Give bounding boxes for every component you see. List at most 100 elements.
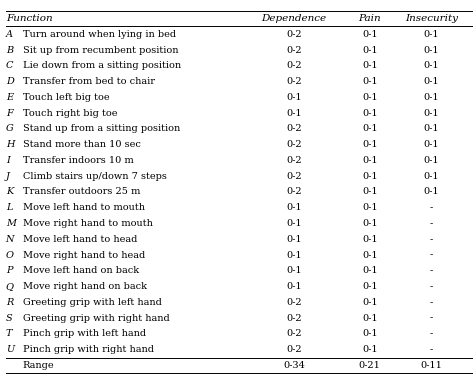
Text: 0-1: 0-1	[424, 188, 439, 196]
Text: D: D	[6, 77, 14, 86]
Text: U: U	[6, 345, 14, 354]
Text: 0-1: 0-1	[424, 124, 439, 133]
Text: O: O	[6, 251, 14, 260]
Text: 0-2: 0-2	[286, 313, 301, 323]
Text: 0-1: 0-1	[362, 266, 377, 275]
Text: -: -	[430, 219, 433, 228]
Text: Move right hand to head: Move right hand to head	[23, 251, 145, 260]
Text: Pain: Pain	[358, 14, 381, 23]
Text: 0-1: 0-1	[424, 172, 439, 181]
Text: Pinch grip with right hand: Pinch grip with right hand	[23, 345, 154, 354]
Text: 0-1: 0-1	[286, 282, 301, 291]
Text: Move left hand on back: Move left hand on back	[23, 266, 139, 275]
Text: 0-1: 0-1	[286, 266, 301, 275]
Text: 0-34: 0-34	[283, 361, 305, 370]
Text: Stand more than 10 sec: Stand more than 10 sec	[23, 140, 141, 149]
Text: Pinch grip with left hand: Pinch grip with left hand	[23, 329, 146, 338]
Text: 0-1: 0-1	[362, 282, 377, 291]
Text: Dependence: Dependence	[261, 14, 327, 23]
Text: H: H	[6, 140, 14, 149]
Text: B: B	[6, 45, 13, 55]
Text: T: T	[6, 329, 12, 338]
Text: 0-21: 0-21	[359, 361, 381, 370]
Text: G: G	[6, 124, 13, 133]
Text: 0-2: 0-2	[286, 45, 301, 55]
Text: 0-1: 0-1	[362, 30, 377, 39]
Text: Transfer indoors 10 m: Transfer indoors 10 m	[23, 156, 134, 165]
Text: 0-1: 0-1	[362, 140, 377, 149]
Text: 0-1: 0-1	[362, 109, 377, 117]
Text: N: N	[6, 235, 14, 244]
Text: 0-1: 0-1	[362, 313, 377, 323]
Text: -: -	[430, 235, 433, 244]
Text: 0-1: 0-1	[286, 109, 301, 117]
Text: Stand up from a sitting position: Stand up from a sitting position	[23, 124, 180, 133]
Text: -: -	[430, 313, 433, 323]
Text: K: K	[6, 188, 13, 196]
Text: R: R	[6, 298, 13, 307]
Text: Function: Function	[6, 14, 52, 23]
Text: 0-2: 0-2	[286, 298, 301, 307]
Text: Transfer from bed to chair: Transfer from bed to chair	[23, 77, 155, 86]
Text: J: J	[6, 172, 9, 181]
Text: F: F	[6, 109, 12, 117]
Text: Turn around when lying in bed: Turn around when lying in bed	[23, 30, 176, 39]
Text: S: S	[6, 313, 12, 323]
Text: 0-1: 0-1	[362, 77, 377, 86]
Text: L: L	[6, 203, 12, 212]
Text: 0-11: 0-11	[420, 361, 442, 370]
Text: E: E	[6, 93, 13, 102]
Text: 0-1: 0-1	[362, 45, 377, 55]
Text: 0-1: 0-1	[424, 45, 439, 55]
Text: 0-1: 0-1	[286, 251, 301, 260]
Text: 0-1: 0-1	[424, 93, 439, 102]
Text: 0-1: 0-1	[362, 124, 377, 133]
Text: 0-2: 0-2	[286, 140, 301, 149]
Text: 0-1: 0-1	[424, 77, 439, 86]
Text: 0-1: 0-1	[362, 93, 377, 102]
Text: 0-1: 0-1	[286, 93, 301, 102]
Text: 0-2: 0-2	[286, 77, 301, 86]
Text: 0-1: 0-1	[286, 203, 301, 212]
Text: 0-1: 0-1	[424, 30, 439, 39]
Text: 0-1: 0-1	[362, 156, 377, 165]
Text: Transfer outdoors 25 m: Transfer outdoors 25 m	[23, 188, 140, 196]
Text: 0-1: 0-1	[362, 219, 377, 228]
Text: Lie down from a sitting position: Lie down from a sitting position	[23, 61, 181, 70]
Text: Move left hand to head: Move left hand to head	[23, 235, 137, 244]
Text: -: -	[430, 345, 433, 354]
Text: 0-1: 0-1	[424, 109, 439, 117]
Text: Move right hand to mouth: Move right hand to mouth	[23, 219, 153, 228]
Text: 0-2: 0-2	[286, 156, 301, 165]
Text: 0-2: 0-2	[286, 124, 301, 133]
Text: 0-1: 0-1	[362, 345, 377, 354]
Text: Insecurity: Insecurity	[405, 14, 458, 23]
Text: 0-2: 0-2	[286, 172, 301, 181]
Text: Q: Q	[6, 282, 14, 291]
Text: -: -	[430, 329, 433, 338]
Text: 0-2: 0-2	[286, 329, 301, 338]
Text: 0-2: 0-2	[286, 188, 301, 196]
Text: 0-1: 0-1	[362, 298, 377, 307]
Text: 0-2: 0-2	[286, 30, 301, 39]
Text: Touch left big toe: Touch left big toe	[23, 93, 109, 102]
Text: C: C	[6, 61, 13, 70]
Text: 0-1: 0-1	[362, 61, 377, 70]
Text: 0-1: 0-1	[362, 235, 377, 244]
Text: Greeting grip with left hand: Greeting grip with left hand	[23, 298, 162, 307]
Text: 0-1: 0-1	[362, 251, 377, 260]
Text: 0-1: 0-1	[362, 329, 377, 338]
Text: A: A	[6, 30, 13, 39]
Text: 0-1: 0-1	[424, 61, 439, 70]
Text: Touch right big toe: Touch right big toe	[23, 109, 117, 117]
Text: 0-1: 0-1	[424, 156, 439, 165]
Text: 0-1: 0-1	[424, 140, 439, 149]
Text: Move right hand on back: Move right hand on back	[23, 282, 147, 291]
Text: Range: Range	[23, 361, 55, 370]
Text: -: -	[430, 203, 433, 212]
Text: P: P	[6, 266, 12, 275]
Text: Move left hand to mouth: Move left hand to mouth	[23, 203, 145, 212]
Text: -: -	[430, 282, 433, 291]
Text: -: -	[430, 251, 433, 260]
Text: 0-1: 0-1	[362, 172, 377, 181]
